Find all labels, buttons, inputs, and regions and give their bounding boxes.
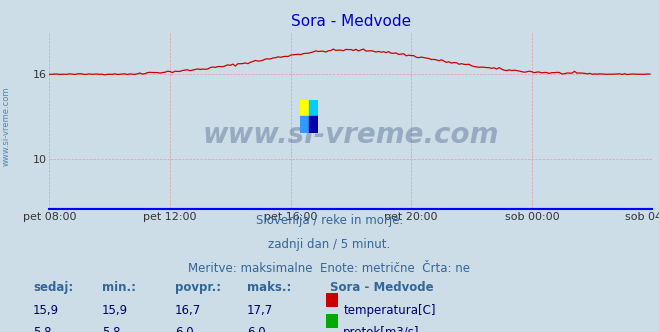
Text: www.si-vreme.com: www.si-vreme.com bbox=[203, 121, 499, 148]
Bar bbox=[300, 116, 309, 133]
Text: 16,7: 16,7 bbox=[175, 304, 201, 317]
Text: Meritve: maksimalne  Enote: metrične  Črta: ne: Meritve: maksimalne Enote: metrične Črta… bbox=[188, 262, 471, 275]
Text: 15,9: 15,9 bbox=[33, 304, 59, 317]
Bar bbox=[300, 100, 309, 116]
Text: maks.:: maks.: bbox=[247, 281, 291, 293]
Title: Sora - Medvode: Sora - Medvode bbox=[291, 14, 411, 29]
Text: 15,9: 15,9 bbox=[102, 304, 129, 317]
Bar bbox=[309, 100, 318, 116]
Text: 17,7: 17,7 bbox=[247, 304, 273, 317]
Text: 6,0: 6,0 bbox=[247, 326, 266, 332]
Text: www.si-vreme.com: www.si-vreme.com bbox=[2, 86, 11, 166]
Text: pretok[m3/s]: pretok[m3/s] bbox=[343, 326, 420, 332]
Text: 6,0: 6,0 bbox=[175, 326, 193, 332]
Text: min.:: min.: bbox=[102, 281, 136, 293]
Text: sedaj:: sedaj: bbox=[33, 281, 73, 293]
Text: 5,8: 5,8 bbox=[102, 326, 121, 332]
Text: Sora - Medvode: Sora - Medvode bbox=[330, 281, 433, 293]
Text: zadnji dan / 5 minut.: zadnji dan / 5 minut. bbox=[268, 238, 391, 251]
Text: 5,8: 5,8 bbox=[33, 326, 51, 332]
Text: temperatura[C]: temperatura[C] bbox=[343, 304, 436, 317]
Text: Slovenija / reke in morje.: Slovenija / reke in morje. bbox=[256, 214, 403, 227]
Bar bbox=[309, 116, 318, 133]
Text: povpr.:: povpr.: bbox=[175, 281, 221, 293]
